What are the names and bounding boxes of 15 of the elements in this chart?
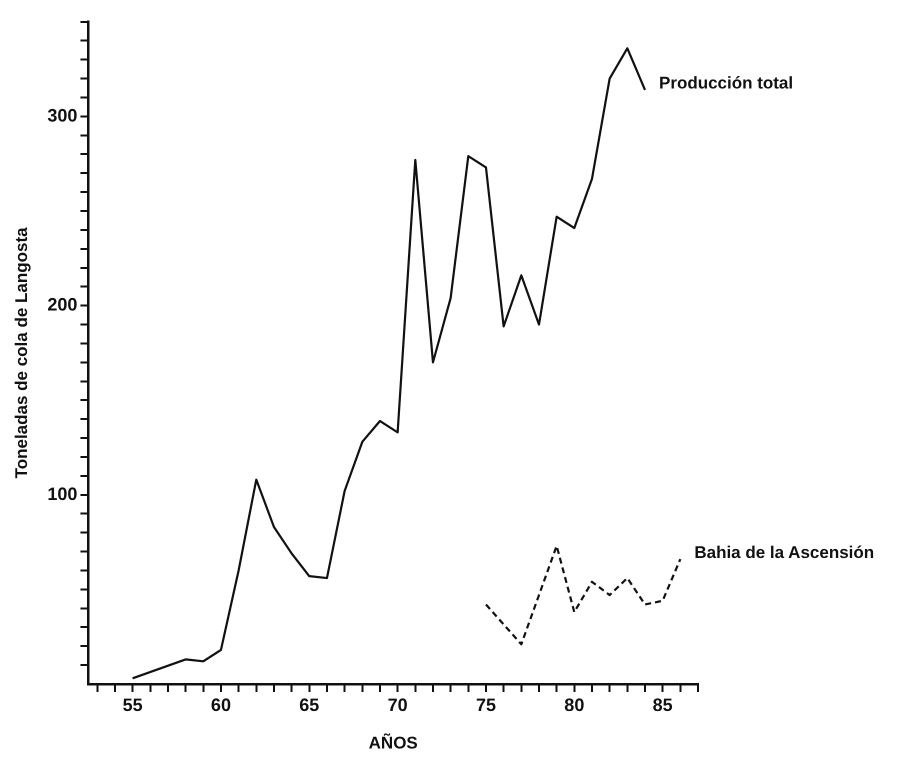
series-label: Bahia de la Ascensión	[694, 542, 874, 562]
x-tick-label: 65	[299, 694, 320, 715]
y-tick-label: 200	[47, 294, 78, 315]
x-tick-label: 70	[388, 694, 408, 715]
x-tick-label: 60	[210, 694, 231, 715]
x-tick-label: 75	[476, 694, 496, 715]
x-tick-label: 85	[652, 694, 673, 715]
line-series	[484, 544, 682, 646]
x-axis-title: AÑOS	[368, 732, 418, 752]
x-tick-label: 55	[122, 694, 143, 715]
y-axis-title: Toneladas de cola de Langosta	[12, 226, 31, 478]
y-tick-label: 300	[47, 105, 78, 126]
y-tick-label: 100	[47, 484, 78, 504]
x-tick-label: 80	[564, 694, 584, 715]
series-label: Producción total	[658, 74, 794, 93]
